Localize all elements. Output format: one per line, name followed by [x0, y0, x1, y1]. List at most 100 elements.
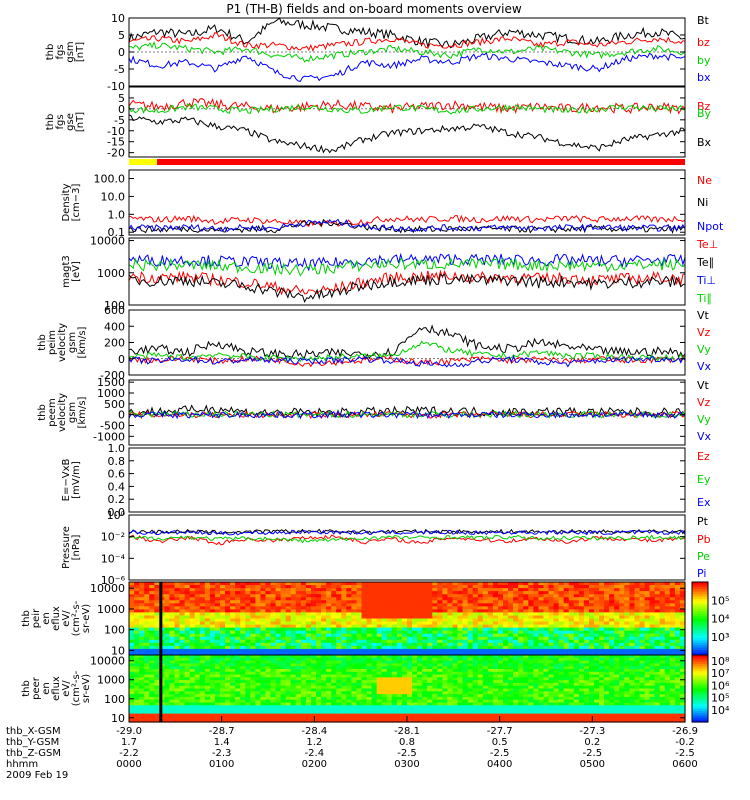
y-axis-label: thbpeemvelocitygsm[km/s]: [37, 393, 88, 432]
colorbar-segment: [692, 637, 708, 641]
y-axis-label-line: peim: [47, 330, 58, 355]
heatmap-cell: [225, 699, 231, 704]
heatmap-cell: [346, 719, 352, 723]
heatmap-cell: [427, 603, 433, 607]
heatmap-cell: [427, 691, 433, 695]
heatmap-cell: [412, 630, 418, 635]
heatmap-cell: [305, 588, 312, 592]
heatmap-cell: [523, 716, 529, 720]
heatmap-cell: [548, 696, 555, 701]
heatmap-cell: [543, 588, 550, 592]
heatmap-cell: [331, 708, 337, 712]
heatmap-cell: [154, 591, 160, 595]
heatmap-cell: [664, 633, 671, 638]
heatmap-cell: [220, 594, 226, 598]
heatmap-cell: [134, 630, 140, 635]
y-tick-label: 10⁻⁴: [101, 552, 126, 565]
heatmap-cell: [316, 694, 322, 698]
heatmap-cell: [356, 652, 363, 656]
heatmap-cell: [573, 642, 580, 647]
heatmap-cell: [508, 606, 514, 610]
heatmap-cell: [174, 685, 181, 690]
heatmap-cell: [523, 591, 529, 595]
heatmap-cell: [321, 694, 327, 698]
heatmap-cell: [346, 663, 352, 667]
heatmap-cell: [331, 674, 337, 678]
heatmap-cell: [265, 630, 272, 635]
heatmap-cell: [558, 636, 565, 641]
heatmap-cell: [452, 606, 459, 610]
heatmap-cell: [356, 588, 363, 592]
heatmap-cell: [583, 609, 590, 613]
heatmap-cell: [321, 674, 327, 678]
y-tick-label: 1.0: [108, 208, 126, 221]
heatmap-cell: [649, 636, 656, 641]
heatmap-cell: [371, 609, 378, 613]
heatmap-cell: [386, 671, 393, 676]
heatmap-cell: [280, 591, 287, 595]
heatmap-cell: [427, 660, 433, 664]
heatmap-cell: [189, 597, 196, 601]
heatmap-cell: [305, 615, 312, 620]
heatmap-cell: [154, 648, 160, 653]
heatmap-cell: [194, 685, 201, 690]
heatmap-cell: [503, 666, 509, 670]
heatmap-cell: [447, 591, 454, 595]
heatmap-cell: [407, 702, 413, 706]
heatmap-cell: [432, 624, 438, 629]
heatmap-cell: [629, 591, 636, 595]
colorbar-segment: [692, 601, 708, 605]
heatmap-cell: [154, 624, 160, 629]
heatmap-cell: [366, 639, 373, 644]
heatmap-cell: [553, 630, 560, 635]
heatmap-cell: [280, 663, 287, 667]
heatmap-cell: [503, 671, 509, 676]
heatmap-cell: [634, 648, 641, 653]
heatmap-cell: [305, 660, 312, 664]
heatmap-cell: [321, 621, 327, 626]
heatmap-cell: [533, 677, 540, 681]
heatmap-cell: [209, 657, 216, 662]
heatmap-cell: [462, 621, 469, 626]
heatmap-cell: [189, 682, 196, 687]
heatmap-cell: [316, 666, 322, 670]
heatmap-cell: [417, 648, 423, 653]
heatmap-cell: [361, 671, 368, 676]
heatmap-cell: [240, 666, 246, 670]
heatmap-cell: [356, 597, 363, 601]
heatmap-cell: [432, 594, 438, 598]
heatmap-cell: [164, 606, 171, 610]
heatmap-cell: [376, 669, 383, 673]
heatmap-cell: [396, 719, 403, 723]
heatmap-cell: [538, 600, 545, 604]
heatmap-cell: [498, 606, 504, 610]
heatmap-cell: [583, 652, 590, 656]
heatmap-cell: [316, 642, 322, 647]
heatmap-cell: [604, 633, 610, 638]
heatmap-cell: [300, 639, 307, 644]
heatmap-cell: [311, 669, 317, 673]
heatmap-cell: [260, 680, 267, 684]
heatmap-cell: [437, 627, 443, 632]
heatmap-cell: [290, 630, 297, 635]
heatmap-cell: [553, 621, 560, 626]
heatmap-cell: [492, 694, 499, 698]
heatmap-cell: [265, 710, 272, 715]
heatmap-cell: [482, 633, 489, 638]
heatmap-cell: [275, 696, 282, 701]
heatmap-cell: [548, 594, 555, 598]
heatmap-cell: [225, 657, 231, 662]
heatmap-cell: [245, 591, 251, 595]
heatmap-cell: [265, 633, 272, 638]
heatmap-cell: [614, 591, 620, 595]
heatmap-cell: [407, 609, 413, 613]
heatmap-cell: [442, 716, 449, 720]
heatmap-cell: [472, 636, 479, 641]
heatmap-cell: [366, 696, 373, 701]
heatmap-cell: [386, 699, 393, 704]
heatmap-cell: [492, 660, 499, 664]
heatmap-cell: [275, 648, 282, 653]
heatmap-cell: [356, 600, 363, 604]
heatmap-cell: [437, 680, 443, 684]
heatmap-cell: [589, 597, 595, 601]
